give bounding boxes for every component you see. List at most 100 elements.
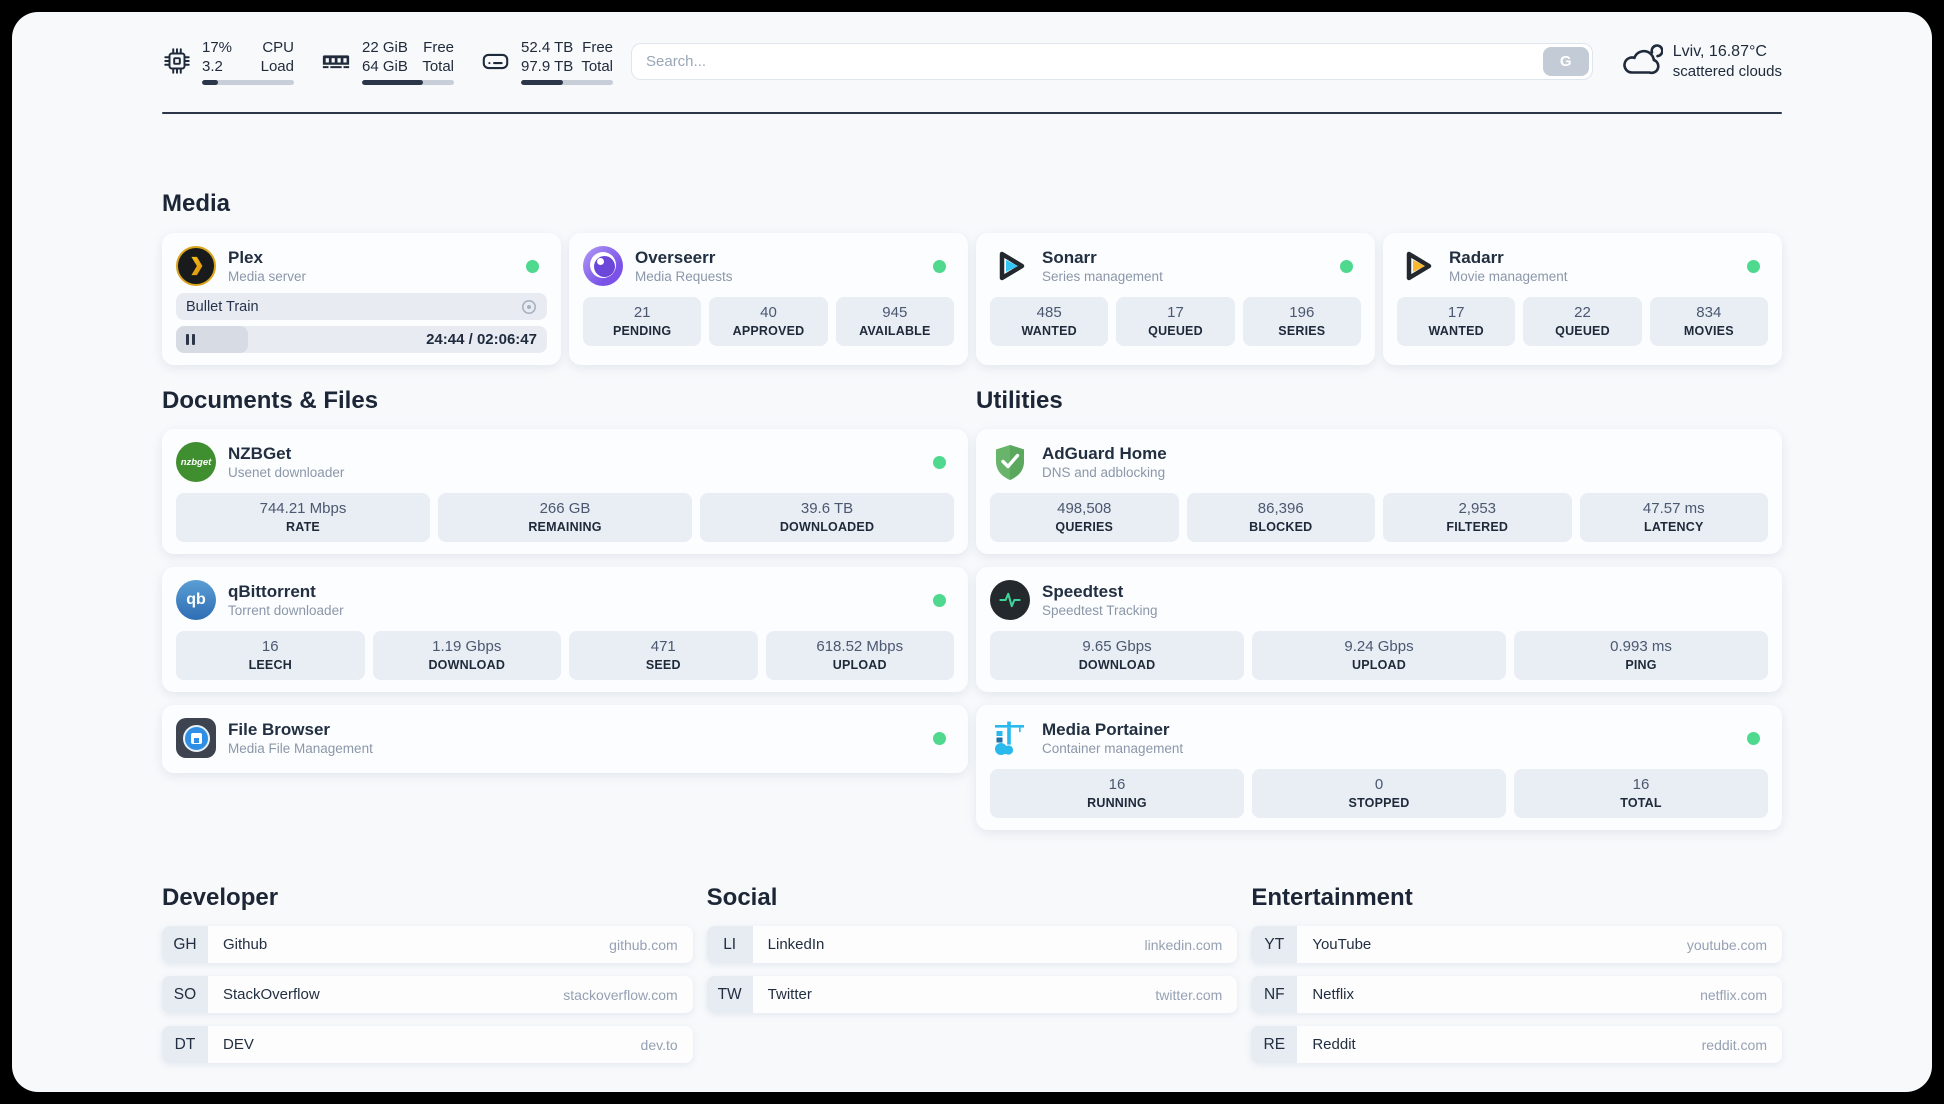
bookmark-linkedin[interactable]: LI LinkedIn linkedin.com xyxy=(706,926,1238,963)
cpu-load-label: Load xyxy=(260,57,294,75)
bookmark-dev[interactable]: DT DEV dev.to xyxy=(162,1026,693,1063)
search-engine-button[interactable]: G xyxy=(1542,46,1589,76)
stat-label: QUEUED xyxy=(1148,324,1203,338)
stat-value: 266 GB xyxy=(539,500,591,517)
status-dot xyxy=(1747,731,1760,745)
bookmark-domain: linkedin.com xyxy=(1144,936,1223,953)
status-dot xyxy=(933,593,946,607)
section-title-utilities: Utilities xyxy=(976,387,1063,414)
stat-value: 21 xyxy=(633,304,651,321)
speedtest-card[interactable]: Speedtest Speedtest Tracking 9.65 Gbps D… xyxy=(976,567,1782,692)
stat-box: 1.19 Gbps DOWNLOAD xyxy=(372,631,561,680)
bookmark-name: StackOverflow xyxy=(223,986,320,1003)
app-name: AdGuard Home xyxy=(1042,444,1167,463)
disk-progress-bar xyxy=(521,79,613,85)
system-stats: 17% 3.2 CPU Load xyxy=(162,38,613,85)
stat-label: QUERIES xyxy=(1055,520,1114,534)
bookmark-name: Twitter xyxy=(767,986,812,1003)
stat-value: 16 xyxy=(1632,776,1650,793)
sonarr-card[interactable]: Sonarr Series management 485 WANTED 17 Q… xyxy=(976,233,1375,365)
filebrowser-card[interactable]: File Browser Media File Management xyxy=(162,705,968,773)
nzbget-card[interactable]: nzbget NZBGet Usenet downloader 744.21 M… xyxy=(162,429,968,554)
ram-total-value: 64 GiB xyxy=(362,57,408,75)
bookmark-name: Github xyxy=(223,936,268,953)
stat-value: 40 xyxy=(760,304,777,321)
ram-stat-block: 22 GiB 64 GiB Free Total xyxy=(362,38,454,85)
stat-box: 21 PENDING xyxy=(583,297,702,346)
cpu-load-value: 3.2 xyxy=(202,57,223,75)
media-grid: Plex Media server Bullet Train 24:44 / 0… xyxy=(162,233,1782,365)
app-name: qBittorrent xyxy=(228,582,316,601)
sonarr-icon xyxy=(990,246,1030,286)
section-title-social: Social xyxy=(706,884,778,911)
stat-box: 744.21 Mbps RATE xyxy=(176,493,430,542)
bookmark-netflix[interactable]: NF Netflix netflix.com xyxy=(1251,976,1782,1013)
stat-value: 1.19 Gbps xyxy=(432,638,502,655)
app-name: File Browser xyxy=(228,720,331,739)
stat-box: 485 WANTED xyxy=(990,297,1109,346)
stat-label: PENDING xyxy=(612,324,672,338)
stat-label: DOWNLOAD xyxy=(1078,658,1156,672)
bookmark-reddit[interactable]: RE Reddit reddit.com xyxy=(1251,1026,1782,1063)
plex-card[interactable]: Plex Media server Bullet Train 24:44 / 0… xyxy=(162,233,561,365)
bookmarks-developer: Developer GH Github github.com SO StackO… xyxy=(162,884,693,1076)
stat-label: TOTAL xyxy=(1620,796,1662,810)
stat-value: 9.24 Gbps xyxy=(1344,638,1414,655)
stat-value: 945 xyxy=(882,304,908,321)
stat-label: MOVIES xyxy=(1683,324,1734,338)
portainer-card[interactable]: Media Portainer Container management 16 … xyxy=(976,705,1782,830)
stat-value: 834 xyxy=(1696,304,1722,321)
stat-value: 485 xyxy=(1036,304,1062,321)
cpu-icon xyxy=(162,46,192,76)
stat-box: 2,953 FILTERED xyxy=(1383,493,1572,542)
ram-free-value: 22 GiB xyxy=(362,38,408,56)
stat-label: LATENCY xyxy=(1644,520,1704,534)
stat-label: REMAINING xyxy=(528,520,602,534)
bookmark-name: LinkedIn xyxy=(767,936,825,953)
app-name: NZBGet xyxy=(228,444,292,463)
stat-label: QUEUED xyxy=(1555,324,1610,338)
stat-box: 498,508 QUERIES xyxy=(990,493,1179,542)
app-desc: Torrent downloader xyxy=(228,603,344,618)
stat-label: LEECH xyxy=(248,658,292,672)
plex-progress-bar: 24:44 / 02:06:47 xyxy=(176,326,547,353)
app-desc: DNS and adblocking xyxy=(1042,465,1166,480)
stat-box: 266 GB REMAINING xyxy=(438,493,692,542)
stat-value: 16 xyxy=(1108,776,1126,793)
stat-box: 618.52 Mbps UPLOAD xyxy=(765,631,954,680)
overseerr-card[interactable]: Overseerr Media Requests 21 PENDING 40 A… xyxy=(569,233,968,365)
utilities-column: AdGuard Home DNS and adblocking 498,508 … xyxy=(976,429,1782,830)
bookmark-youtube[interactable]: YT YouTube youtube.com xyxy=(1251,926,1782,963)
stat-label: FILTERED xyxy=(1446,520,1509,534)
stat-box: 16 RUNNING xyxy=(990,769,1244,818)
disk-total-value: 97.9 TB xyxy=(521,57,574,75)
stat-label: UPLOAD xyxy=(832,658,887,672)
app-name: Radarr xyxy=(1449,248,1504,267)
stat-value: 196 xyxy=(1289,304,1315,321)
stat-box: 86,396 BLOCKED xyxy=(1186,493,1375,542)
stat-value: 498,508 xyxy=(1057,500,1112,517)
bookmark-domain: github.com xyxy=(609,936,678,953)
bookmark-stackoverflow[interactable]: SO StackOverflow stackoverflow.com xyxy=(162,976,693,1013)
cpu-progress-bar xyxy=(202,79,294,85)
speedtest-icon xyxy=(990,580,1030,620)
bookmark-abbr: GH xyxy=(162,926,208,963)
bookmark-github[interactable]: GH Github github.com xyxy=(162,926,693,963)
bookmark-name: Reddit xyxy=(1312,1036,1356,1053)
stat-box: 16 TOTAL xyxy=(1514,769,1768,818)
radarr-card[interactable]: Radarr Movie management 17 WANTED 22 QUE… xyxy=(1383,233,1782,365)
disk-icon xyxy=(480,46,511,76)
session-icon[interactable] xyxy=(521,299,537,315)
stat-label: RATE xyxy=(286,520,320,534)
bookmark-twitter[interactable]: TW Twitter twitter.com xyxy=(706,976,1238,1013)
stat-value: 9.65 Gbps xyxy=(1082,638,1152,655)
adguard-card[interactable]: AdGuard Home DNS and adblocking 498,508 … xyxy=(976,429,1782,554)
stat-box: 16 LEECH xyxy=(176,631,365,680)
bookmark-abbr: YT xyxy=(1251,926,1298,963)
search-input[interactable] xyxy=(631,42,1593,80)
app-name: Sonarr xyxy=(1042,248,1097,267)
weather-location-temp: Lviv, 16.87°C xyxy=(1672,43,1767,60)
qbittorrent-card[interactable]: qb qBittorrent Torrent downloader 16 LEE… xyxy=(162,567,968,692)
pause-icon[interactable] xyxy=(186,334,195,345)
app-desc: Media Requests xyxy=(635,269,733,284)
